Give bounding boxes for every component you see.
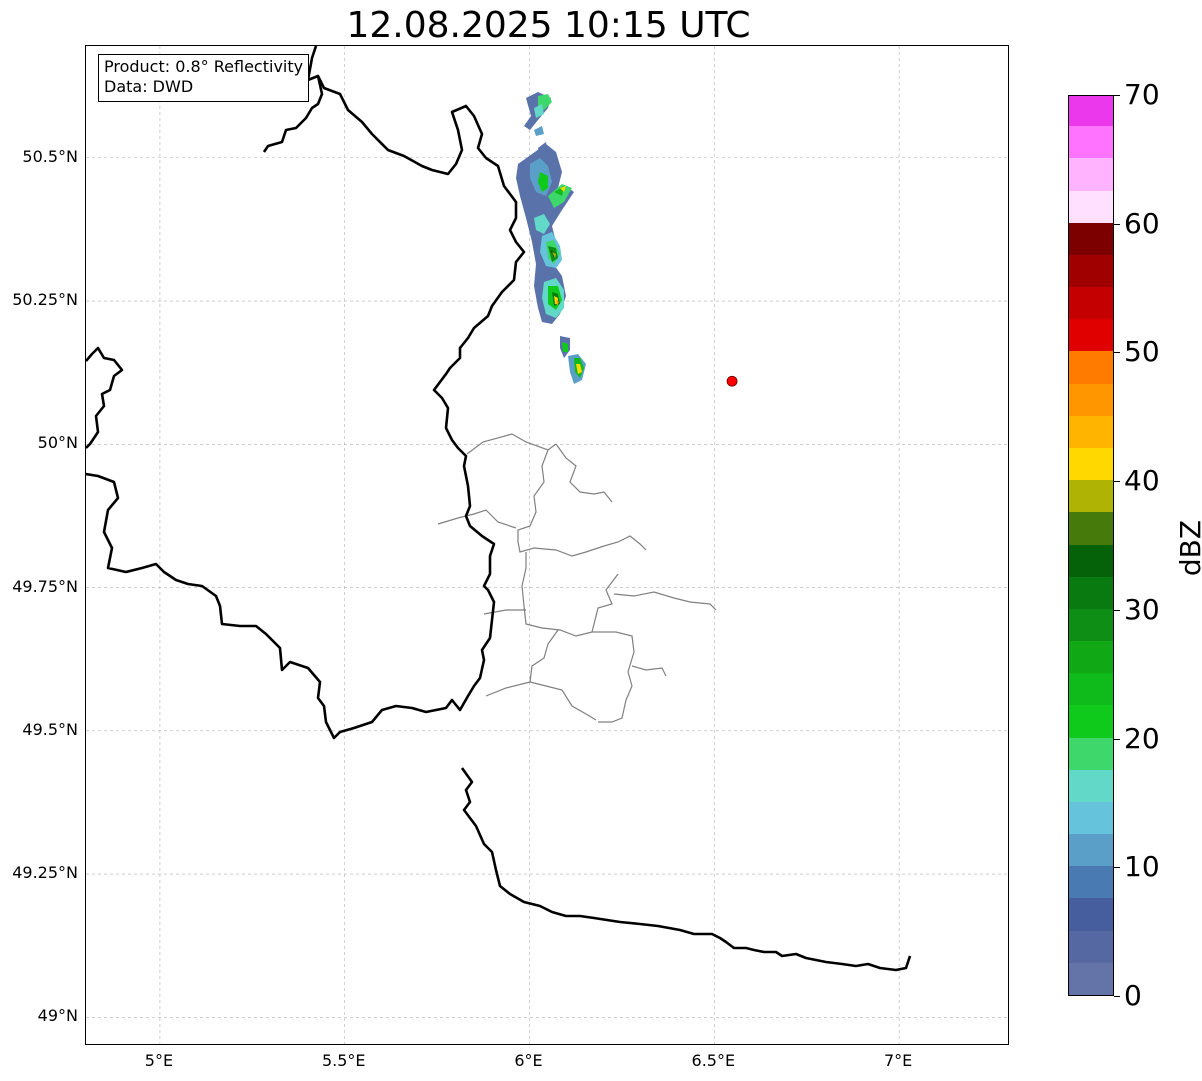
colorbar-segment: [1069, 930, 1113, 963]
district-boundaries: [437, 433, 717, 723]
colorbar-segment: [1069, 511, 1113, 545]
colorbar-tick: [1114, 352, 1120, 354]
colorbar-segment: [1069, 350, 1113, 384]
lat-tick-label: 50°N: [37, 433, 78, 453]
map-title: 12.08.2025 10:15 UTC: [346, 5, 751, 46]
colorbar-segment: [1069, 254, 1113, 288]
colorbar-segment: [1069, 672, 1113, 706]
colorbar-segment: [1069, 96, 1113, 127]
colorbar-segment: [1069, 125, 1113, 159]
lat-tick-label: 49°N: [37, 1006, 78, 1026]
lat-tick-label: 49.5°N: [22, 719, 78, 739]
colorbar-unit-label: dBZ: [1174, 519, 1202, 577]
colorbar-segment: [1069, 286, 1113, 320]
map-canvas[interactable]: [86, 46, 1009, 1045]
product-info-box: Product: 0.8° Reflectivity Data: DWD: [98, 54, 310, 102]
colorbar-segment: [1069, 576, 1113, 609]
colorbar-segment: [1069, 962, 1113, 995]
colorbar-tick-label: 60: [1124, 206, 1160, 240]
colorbar-tick: [1114, 867, 1120, 869]
radar-site-marker[interactable]: [726, 375, 738, 387]
lat-tick-label: 50.5°N: [22, 146, 78, 166]
colorbar-segment: [1069, 769, 1113, 802]
colorbar-segment: [1069, 704, 1113, 738]
colorbar-segment: [1069, 801, 1113, 835]
colorbar-segment: [1069, 479, 1113, 513]
colorbar-tick-label: 20: [1124, 721, 1160, 755]
colorbar-segment: [1069, 897, 1113, 931]
lat-tick-label: 49.25°N: [12, 863, 78, 883]
colorbar-tick-label: 70: [1124, 78, 1160, 111]
colorbar-tick: [1114, 481, 1120, 483]
colorbar-segment: [1069, 608, 1113, 642]
colorbar-tick: [1114, 609, 1120, 611]
colorbar-segment: [1069, 865, 1113, 899]
lon-tick-label: 6°E: [514, 1051, 543, 1070]
colorbar-segment: [1069, 833, 1113, 867]
colorbar-segment: [1069, 318, 1113, 352]
colorbar-segment: [1069, 640, 1113, 674]
colorbar-segment: [1069, 222, 1113, 255]
country-borders: [86, 46, 912, 972]
colorbar-tick-label: 30: [1124, 592, 1160, 626]
radar-echoes: [516, 92, 586, 384]
colorbar-tick-label: 40: [1124, 464, 1160, 498]
colorbar-tick-label: 50: [1124, 335, 1160, 369]
product-label: Product: 0.8° Reflectivity: [104, 57, 304, 76]
colorbar-tick: [1114, 95, 1120, 96]
colorbar-tick-label: 0: [1124, 979, 1142, 1012]
reflectivity-colorbar: [1068, 95, 1114, 996]
lon-tick-label: 7°E: [883, 1051, 913, 1070]
map-frame[interactable]: Product: 0.8° Reflectivity Data: DWD: [85, 45, 1009, 1045]
gridlines: [86, 46, 1008, 1044]
lat-tick-label: 49.75°N: [12, 576, 78, 596]
colorbar-tick: [1114, 223, 1120, 225]
colorbar-segment: [1069, 415, 1113, 448]
data-source-label: Data: DWD: [104, 77, 194, 96]
colorbar-tick: [1114, 738, 1120, 740]
colorbar-segment: [1069, 383, 1113, 416]
colorbar-segment: [1069, 189, 1113, 223]
lon-tick-label: 6.5°E: [691, 1051, 736, 1070]
colorbar-segment: [1069, 736, 1113, 770]
colorbar-segment: [1069, 157, 1113, 191]
colorbar-segment: [1069, 447, 1113, 481]
lon-tick-label: 5.5°E: [321, 1051, 366, 1070]
colorbar-tick-label: 10: [1124, 850, 1160, 884]
lon-tick-label: 5°E: [144, 1051, 174, 1070]
colorbar-segment: [1069, 543, 1113, 577]
lat-tick-label: 50.25°N: [12, 290, 78, 309]
colorbar-tick: [1114, 996, 1120, 997]
